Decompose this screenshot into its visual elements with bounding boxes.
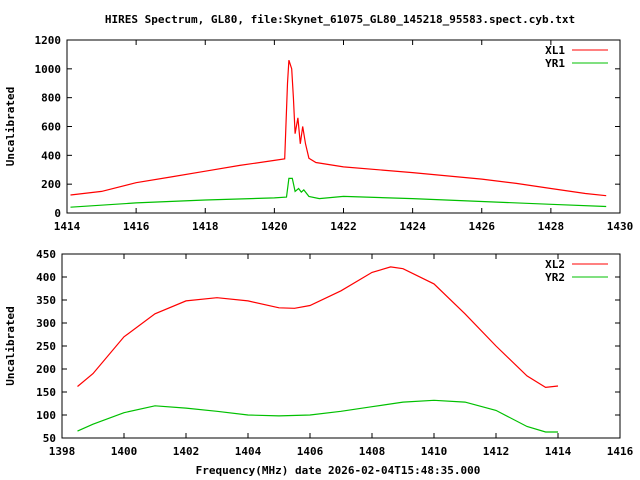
series-line-XL1 bbox=[70, 60, 607, 197]
x-tick-label: 1428 bbox=[538, 220, 565, 233]
x-tick-label: 1422 bbox=[330, 220, 357, 233]
series-line-XL2 bbox=[77, 266, 559, 389]
y-tick-label: 250 bbox=[36, 340, 56, 353]
y-tick-label: 200 bbox=[41, 178, 61, 191]
x-tick-label: 1408 bbox=[359, 445, 386, 458]
y-axis-label: Uncalibrated bbox=[4, 306, 17, 385]
y-tick-label: 450 bbox=[36, 248, 56, 261]
y-tick-label: 1200 bbox=[35, 34, 62, 47]
x-tick-label: 1412 bbox=[483, 445, 510, 458]
y-tick-label: 150 bbox=[36, 386, 56, 399]
x-tick-label: 1416 bbox=[123, 220, 150, 233]
x-tick-label: 1418 bbox=[192, 220, 219, 233]
x-tick-label: 1416 bbox=[607, 445, 634, 458]
x-tick-label: 1404 bbox=[235, 445, 262, 458]
x-tick-label: 1414 bbox=[54, 220, 81, 233]
x-tick-label: 1424 bbox=[399, 220, 426, 233]
series-line-YR2 bbox=[77, 399, 558, 433]
y-tick-label: 200 bbox=[36, 363, 56, 376]
y-tick-label: 1000 bbox=[35, 63, 62, 76]
chart-title: HIRES Spectrum, GL80, file:Skynet_61075_… bbox=[105, 13, 575, 26]
x-tick-label: 1414 bbox=[545, 445, 572, 458]
y-tick-label: 350 bbox=[36, 294, 56, 307]
legend-label: XL1 bbox=[545, 44, 565, 57]
y-tick-label: 300 bbox=[36, 317, 56, 330]
y-tick-label: 0 bbox=[54, 207, 61, 220]
x-tick-label: 1420 bbox=[261, 220, 288, 233]
x-axis-label: Frequency(MHz) date 2026-02-04T15:48:35.… bbox=[196, 464, 481, 477]
y-axis-label: Uncalibrated bbox=[4, 87, 17, 166]
plot-frame-2 bbox=[61, 253, 621, 439]
x-tick-label: 1430 bbox=[607, 220, 634, 233]
legend-label: YR1 bbox=[545, 57, 565, 70]
y-tick-label: 100 bbox=[36, 409, 56, 422]
y-tick-label: 800 bbox=[41, 92, 61, 105]
x-tick-label: 1398 bbox=[49, 445, 76, 458]
y-tick-label: 50 bbox=[43, 432, 56, 445]
legend-label: XL2 bbox=[545, 258, 565, 271]
legend-label: YR2 bbox=[545, 271, 565, 284]
x-tick-label: 1426 bbox=[469, 220, 496, 233]
x-tick-label: 1410 bbox=[421, 445, 448, 458]
y-tick-label: 600 bbox=[41, 121, 61, 134]
y-tick-label: 400 bbox=[36, 271, 56, 284]
x-tick-label: 1400 bbox=[111, 445, 138, 458]
x-tick-label: 1406 bbox=[297, 445, 324, 458]
series-line-YR1 bbox=[70, 177, 607, 208]
x-tick-label: 1402 bbox=[173, 445, 200, 458]
y-tick-label: 400 bbox=[41, 149, 61, 162]
